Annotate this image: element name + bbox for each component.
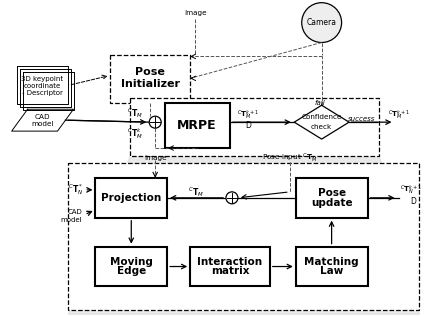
Text: Matching: Matching <box>304 257 359 266</box>
Text: Initializer: Initializer <box>121 79 180 89</box>
FancyBboxPatch shape <box>190 246 270 286</box>
Text: 3D keypoint: 3D keypoint <box>21 76 63 82</box>
Text: $^C\mathbf{T}_N^*$: $^C\mathbf{T}_N^*$ <box>68 182 83 197</box>
Text: Law: Law <box>320 266 343 276</box>
Polygon shape <box>23 72 75 110</box>
FancyBboxPatch shape <box>296 178 368 218</box>
Polygon shape <box>12 109 73 131</box>
Text: Pose input $^C\mathbf{T}_M$: Pose input $^C\mathbf{T}_M$ <box>262 152 317 164</box>
Text: D: D <box>411 197 416 206</box>
Text: Pose: Pose <box>135 67 165 77</box>
Text: Moving: Moving <box>110 257 153 266</box>
Text: $^C\mathbf{T}_M$: $^C\mathbf{T}_M$ <box>127 106 143 120</box>
Text: Pose: Pose <box>317 188 346 198</box>
Polygon shape <box>69 156 419 314</box>
FancyBboxPatch shape <box>165 103 230 148</box>
FancyBboxPatch shape <box>95 246 167 286</box>
Text: $^C\mathbf{T}_N^{k+1}$: $^C\mathbf{T}_N^{k+1}$ <box>400 183 423 197</box>
FancyBboxPatch shape <box>69 163 419 310</box>
Circle shape <box>302 3 341 43</box>
Text: $^C\mathbf{T}_M^{k+1}$: $^C\mathbf{T}_M^{k+1}$ <box>237 108 259 122</box>
Text: CAD: CAD <box>68 209 82 215</box>
Text: Confidence: Confidence <box>302 114 342 120</box>
Text: fail: fail <box>314 100 325 106</box>
Text: D: D <box>245 121 251 130</box>
Polygon shape <box>20 70 72 107</box>
FancyBboxPatch shape <box>130 98 380 156</box>
Text: CAD: CAD <box>35 114 50 120</box>
Polygon shape <box>17 66 69 104</box>
Text: Edge: Edge <box>117 266 146 276</box>
Text: model: model <box>61 217 82 223</box>
Text: check: check <box>311 124 332 130</box>
Circle shape <box>149 116 161 128</box>
Text: Interaction: Interaction <box>197 257 263 266</box>
Text: $^C\mathbf{T}_M$: $^C\mathbf{T}_M$ <box>188 185 204 199</box>
Text: MRPE: MRPE <box>177 118 217 132</box>
Text: model: model <box>31 121 54 127</box>
Circle shape <box>226 192 238 204</box>
Text: Image: Image <box>184 10 206 15</box>
Text: update: update <box>311 198 353 208</box>
Text: $^C\mathbf{T}_M^{k+1}$: $^C\mathbf{T}_M^{k+1}$ <box>388 108 411 122</box>
FancyBboxPatch shape <box>110 55 190 103</box>
Text: $^C\mathbf{T}_M^k$: $^C\mathbf{T}_M^k$ <box>127 126 143 141</box>
Polygon shape <box>294 105 349 139</box>
FancyBboxPatch shape <box>296 246 368 286</box>
Text: Projection: Projection <box>101 193 161 203</box>
Text: success: success <box>348 116 375 122</box>
Text: Image: Image <box>144 155 166 161</box>
FancyBboxPatch shape <box>95 178 167 218</box>
Text: Camera: Camera <box>307 18 337 27</box>
Text: - Descriptor: - Descriptor <box>22 90 63 96</box>
Text: matrix: matrix <box>211 266 249 276</box>
Text: coordinate: coordinate <box>24 83 61 89</box>
